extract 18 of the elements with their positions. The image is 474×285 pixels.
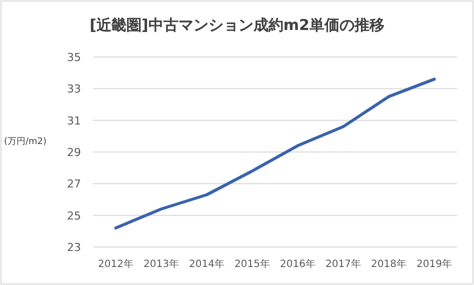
x-tick-label: 2012年: [98, 258, 134, 270]
y-tick-label: 35: [67, 51, 81, 64]
line-series: [114, 78, 436, 230]
x-tick-label: 2015年: [234, 258, 270, 270]
x-tick-label: 2014年: [189, 258, 224, 270]
chart-title: [近畿圏]中古マンション成約m2単価の推移: [90, 16, 384, 34]
x-tick-label: 2019年: [416, 258, 452, 270]
y-tick-label: 25: [67, 209, 81, 222]
y-tick-label: 33: [67, 82, 81, 96]
x-tick-label: 2017年: [326, 258, 361, 270]
x-tick-label: 2016年: [280, 258, 316, 270]
y-tick-label: 23: [67, 241, 81, 254]
y-tick-label: 29: [67, 146, 81, 159]
x-tick-label: 2018年: [371, 258, 406, 270]
y-tick-label: 27: [67, 178, 81, 191]
x-tick-label: 2013年: [144, 258, 179, 270]
y-axis-title: (万円/m2): [4, 137, 47, 147]
y-tick-label: 31: [67, 114, 81, 128]
